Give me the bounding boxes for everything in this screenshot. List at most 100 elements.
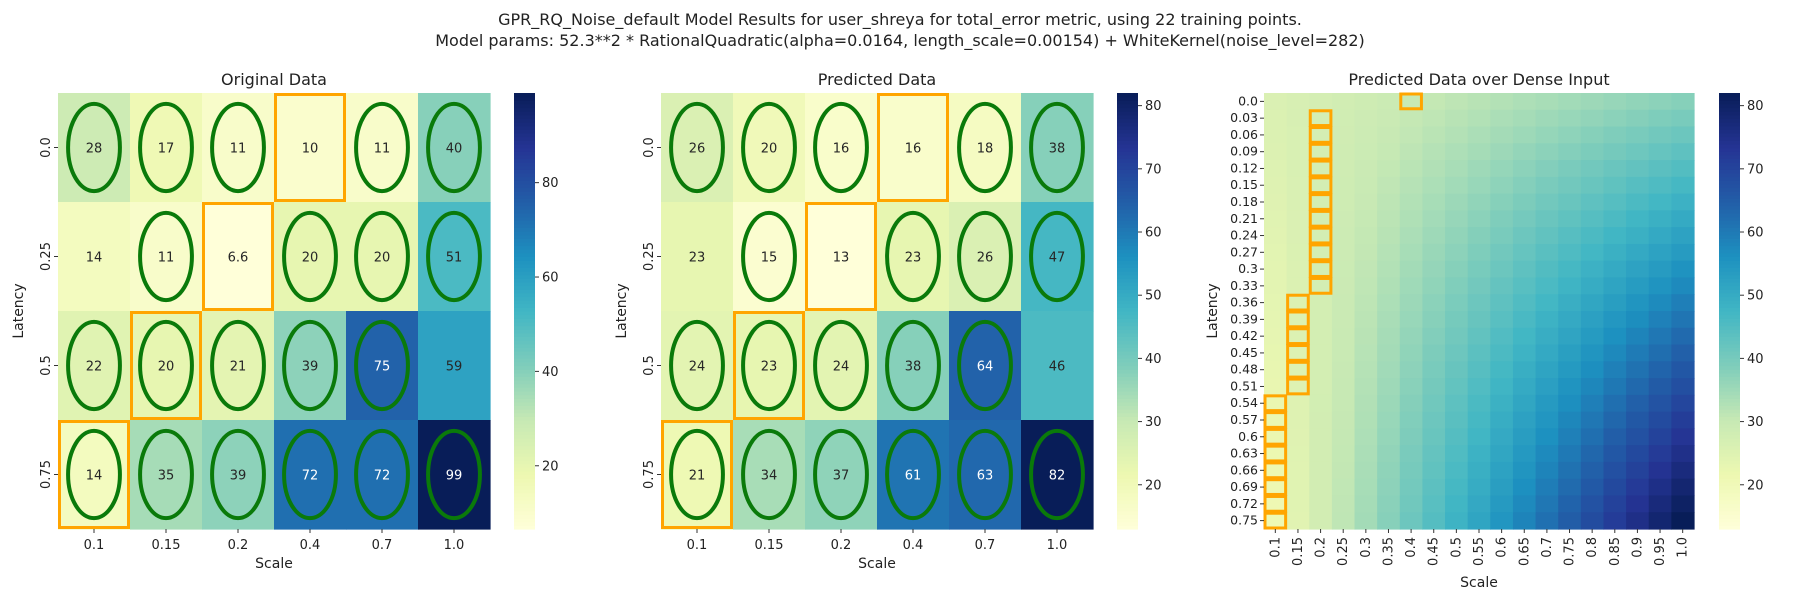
- heatmap-cell: [1331, 495, 1356, 513]
- colorbar-segment: [1719, 241, 1740, 247]
- x-tick-label: 1.0: [444, 538, 465, 553]
- heatmap-cell: [1626, 378, 1650, 396]
- colorbar-segment: [1719, 263, 1740, 268]
- y-tick-label: 0.0: [642, 137, 657, 158]
- y-axis-label: Latency: [614, 283, 630, 338]
- colorbar-segment: [1719, 187, 1740, 192]
- training-point-ellipse: [957, 101, 1013, 194]
- heatmap-cell: [1671, 394, 1695, 413]
- heatmap-cell: [1535, 428, 1559, 446]
- heatmap-cell: [1354, 512, 1378, 530]
- colorbar-segment: [1117, 292, 1138, 298]
- colorbar-segment: [1117, 463, 1138, 468]
- heatmap-cell: [1512, 109, 1537, 128]
- colorbar-segment: [514, 169, 535, 174]
- colorbar-segment: [514, 521, 535, 526]
- colorbar-segment: [1719, 332, 1740, 338]
- colorbar-segment: [1719, 340, 1740, 345]
- colorbar-segment: [1719, 172, 1740, 178]
- heatmap-cell: [1399, 210, 1424, 228]
- colorbar-segment: [1117, 223, 1138, 229]
- colorbar-segment: [514, 376, 535, 381]
- colorbar-segment: [1117, 227, 1138, 232]
- colorbar-segment: [514, 122, 535, 127]
- colorbar-segment: [514, 394, 535, 399]
- colorbar-segment: [1719, 154, 1740, 159]
- heatmap-cell: [1467, 243, 1491, 262]
- cell-value-label: 39: [230, 469, 247, 484]
- colorbar-segment: [1117, 289, 1138, 294]
- heatmap-cell: [1445, 193, 1469, 211]
- heatmap-cell: [1648, 327, 1672, 346]
- heatmap-cell: [1422, 411, 1446, 429]
- minimum-cell-highlight: [661, 420, 733, 529]
- colorbar-tick-label: 20: [1747, 478, 1764, 493]
- minimum-cell-highlight: [1399, 92, 1423, 111]
- y-tick-label: 0.42: [1230, 328, 1258, 343]
- heatmap-cell: [1309, 109, 1333, 128]
- colorbar-segment: [514, 430, 535, 436]
- colorbar-segment: [1719, 100, 1740, 105]
- colorbar-segment: [514, 380, 535, 385]
- colorbar-segment: [1719, 158, 1740, 163]
- colorbar-segment: [1117, 438, 1138, 443]
- heatmap-cell: [1264, 193, 1288, 211]
- x-tick-label: 0.15: [152, 538, 181, 553]
- colorbar-segment: [1117, 336, 1138, 341]
- colorbar-segment: [1117, 499, 1138, 505]
- cell-value-label: 20: [302, 251, 319, 266]
- colorbar-segment: [1719, 267, 1740, 272]
- heatmap-cell: [1377, 327, 1401, 346]
- heatmap-cell: [1467, 260, 1491, 279]
- training-point-ellipse: [741, 101, 797, 194]
- heatmap-cell: [1626, 126, 1650, 144]
- heatmap-cell: [1580, 327, 1605, 346]
- heatmap-cell: [1535, 495, 1559, 513]
- colorbar-segment: [514, 307, 535, 312]
- x-tick-label: 0.65: [1517, 537, 1532, 566]
- heatmap-cell: [1490, 126, 1514, 144]
- colorbar-segment: [1117, 427, 1138, 432]
- colorbar-segment: [514, 202, 535, 207]
- heatmap-cell: [1512, 478, 1537, 497]
- colorbar-segment: [1117, 205, 1138, 210]
- heatmap-cell: [1558, 176, 1582, 195]
- heatmap-cell: [1399, 378, 1424, 396]
- heatmap-cell: [1309, 227, 1333, 245]
- heatmap-cell: [1490, 378, 1514, 396]
- colorbar-segment: [1117, 129, 1138, 134]
- colorbar-segment: [1719, 503, 1740, 508]
- colorbar-segment: [514, 372, 535, 377]
- colorbar-segment: [1117, 263, 1138, 268]
- colorbar-segment: [514, 445, 535, 450]
- heatmap-cell: [1467, 143, 1491, 161]
- heatmap-cell: [1580, 294, 1605, 312]
- heatmap-cell: [1512, 461, 1537, 480]
- heatmap-cell: [1648, 478, 1672, 497]
- heatmap-cell: [1626, 411, 1650, 429]
- heatmap-cell: [1603, 176, 1627, 195]
- heatmap-cell: [1603, 93, 1627, 111]
- training-point-ellipse: [669, 319, 725, 412]
- x-tick-label: 0.15: [1291, 537, 1306, 566]
- heatmap-cell: [1467, 311, 1491, 329]
- heatmap-cell: [1377, 344, 1401, 362]
- colorbar-segment: [1719, 140, 1740, 145]
- colorbar-segment: [514, 292, 535, 298]
- colorbar-segment: [1117, 354, 1138, 359]
- cell-value-label: 23: [905, 251, 922, 266]
- heatmap-cell: [1512, 294, 1537, 312]
- colorbar-segment: [514, 507, 535, 512]
- colorbar-segment: [1117, 234, 1138, 239]
- colorbar-segment: [1117, 434, 1138, 439]
- x-tick-label: 0.6: [1495, 537, 1510, 558]
- heatmap-cell: [1580, 277, 1605, 295]
- minimum-cell-highlight: [1286, 327, 1310, 346]
- colorbar: 20 30 40 50 60 70 80: [1117, 93, 1162, 530]
- heatmap-cell: [1671, 227, 1695, 245]
- heatmap-cell: [1445, 160, 1469, 178]
- colorbar-segment: [1117, 445, 1138, 450]
- heatmap-cell: [1671, 176, 1695, 195]
- colorbar-segment: [514, 198, 535, 203]
- heatmap-cell: [1331, 311, 1356, 329]
